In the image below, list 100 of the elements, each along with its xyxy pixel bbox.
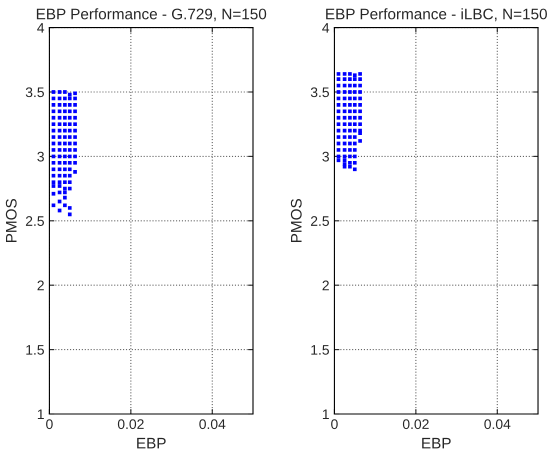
point <box>342 158 346 162</box>
point <box>342 164 346 169</box>
point <box>68 122 72 126</box>
point <box>68 174 72 178</box>
y-tick-label: 3.5 <box>310 87 329 98</box>
point <box>348 142 352 146</box>
point <box>73 109 77 114</box>
point <box>342 84 346 88</box>
point <box>68 186 72 190</box>
y-tick-label: 2 <box>322 280 329 290</box>
point <box>58 135 62 139</box>
point <box>73 142 77 146</box>
point <box>348 109 352 114</box>
point <box>58 180 62 184</box>
x-axis-title: EBP <box>422 438 451 448</box>
point <box>352 128 357 132</box>
point <box>52 148 56 152</box>
y-tick-label: 2 <box>38 280 44 290</box>
point <box>358 103 362 107</box>
point <box>342 116 346 120</box>
point <box>348 135 352 139</box>
point <box>63 174 67 178</box>
point <box>342 135 346 139</box>
point <box>342 128 346 132</box>
point <box>52 96 56 100</box>
point <box>73 161 77 165</box>
x-tick-label: 0.04 <box>484 419 510 430</box>
point <box>58 142 62 146</box>
point <box>63 154 67 158</box>
point <box>342 72 346 76</box>
point <box>342 109 346 114</box>
point <box>352 77 357 81</box>
chart-title: EBP Performance - iLBC, N=150 <box>326 8 547 22</box>
point <box>348 128 352 132</box>
point <box>73 116 77 120</box>
point <box>73 170 77 174</box>
point <box>58 148 62 152</box>
point <box>63 122 67 126</box>
point <box>63 180 67 184</box>
y-tick-label: 3 <box>322 152 329 162</box>
point <box>336 148 340 152</box>
point <box>342 142 346 146</box>
point <box>348 116 352 120</box>
point <box>352 103 357 107</box>
point <box>352 154 357 158</box>
x-tick-label: 0 <box>46 419 53 430</box>
point <box>58 184 62 188</box>
point <box>352 135 357 139</box>
point <box>336 90 340 94</box>
x-tick-label: 0.02 <box>402 419 429 430</box>
point <box>352 142 357 146</box>
point <box>348 103 352 107</box>
point <box>342 77 346 81</box>
point <box>73 135 77 139</box>
point <box>73 96 77 100</box>
y-tick-label: 3 <box>37 152 44 162</box>
y-tick-label: 2.5 <box>26 216 44 226</box>
point <box>68 92 72 96</box>
point <box>63 109 67 114</box>
point <box>63 204 67 208</box>
point <box>68 128 72 132</box>
point <box>52 128 56 132</box>
point <box>63 186 67 190</box>
point <box>52 135 56 139</box>
point <box>68 161 72 165</box>
point <box>342 103 346 107</box>
point <box>58 122 62 126</box>
point <box>58 154 62 158</box>
point <box>58 116 62 120</box>
point <box>358 84 362 88</box>
point <box>336 128 340 132</box>
point <box>52 109 56 114</box>
point <box>348 77 352 81</box>
point <box>58 96 62 100</box>
point <box>63 128 67 132</box>
point <box>358 72 362 76</box>
point <box>63 148 67 152</box>
point <box>73 103 77 107</box>
y-tick-label: 1.5 <box>26 345 44 355</box>
point <box>68 212 72 216</box>
point <box>52 142 56 146</box>
point <box>63 90 67 94</box>
point <box>352 148 357 152</box>
point <box>352 122 357 126</box>
point <box>358 116 362 120</box>
point <box>336 154 340 158</box>
y-tick-label: 1 <box>38 409 44 420</box>
point <box>58 190 62 194</box>
point <box>352 161 357 165</box>
point <box>52 90 56 94</box>
y-tick-label: 4 <box>322 23 330 33</box>
point <box>358 109 362 114</box>
point <box>58 200 62 204</box>
point <box>358 90 362 94</box>
point <box>58 90 62 94</box>
point <box>336 96 340 100</box>
point <box>73 91 77 96</box>
point <box>63 161 67 165</box>
point <box>68 206 72 210</box>
point <box>342 154 346 158</box>
